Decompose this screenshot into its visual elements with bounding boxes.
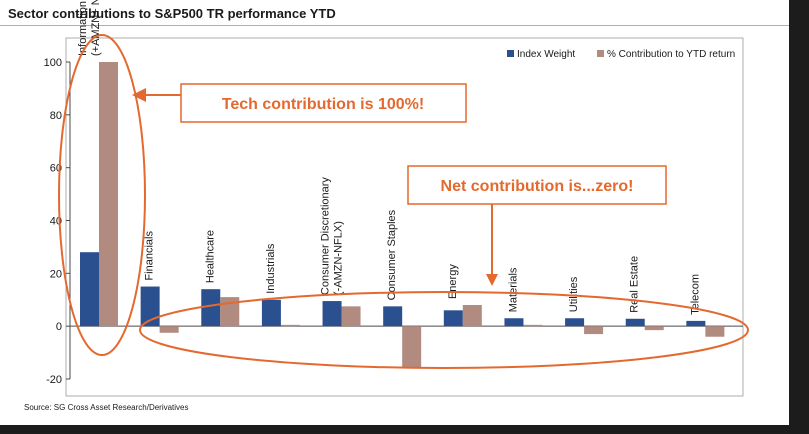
legend: Index Weight % Contribution to YTD retur… <box>507 49 735 60</box>
category-label: Healthcare <box>204 230 216 283</box>
net-callout-arrowhead <box>486 274 498 286</box>
bar-index-weight <box>686 320 706 327</box>
bar-contribution <box>280 324 300 327</box>
category-label: Utilities <box>568 276 580 312</box>
bar-index-weight <box>80 252 99 327</box>
category-label: Real Estate <box>629 256 641 313</box>
plot-border <box>65 37 744 397</box>
bars <box>80 62 725 369</box>
category-label: Consumer Discretionary(-AMZN-NFLX) <box>320 177 345 295</box>
bar-index-weight <box>383 306 403 327</box>
bar-contribution <box>462 305 482 327</box>
bar-contribution <box>341 306 361 327</box>
category-labels: Information Technology(+AMZN+ NFLX) Finan… <box>77 0 701 315</box>
legend-label-contribution: % Contribution to YTD return <box>607 49 735 60</box>
tech-callout-text: Tech contribution is 100%! <box>222 96 424 113</box>
bar-index-weight <box>443 310 463 327</box>
bar-contribution <box>159 326 179 333</box>
y-tick-label: -20 <box>46 374 62 386</box>
bar-index-weight <box>565 318 585 327</box>
category-label: Energy <box>447 264 459 299</box>
others-highlight-ellipse <box>139 291 749 369</box>
bar-contribution <box>523 324 543 327</box>
bar-contribution <box>99 62 118 327</box>
category-label: Consumer Staples <box>386 209 398 300</box>
net-callout-box <box>407 165 667 205</box>
bar-index-weight <box>504 318 524 327</box>
category-label: Industrials <box>265 243 277 294</box>
chart-frame: Sector contributions to S&P500 TR perfor… <box>0 0 789 425</box>
title-divider <box>0 25 789 26</box>
y-tick-label: 80 <box>50 110 62 122</box>
source-note: Source: SG Cross Asset Research/Derivati… <box>24 403 189 412</box>
annotations: Tech contribution is 100%! Net contribut… <box>58 34 749 369</box>
category-label: Materials <box>507 267 519 312</box>
chart-title: Sector contributions to S&P500 TR perfor… <box>8 6 336 21</box>
bar-contribution <box>584 326 604 335</box>
net-callout-text: Net contribution is...zero! <box>441 178 634 195</box>
bar-index-weight <box>201 289 221 327</box>
bar-contribution <box>644 326 664 331</box>
category-label: Information Technology(+AMZN+ NFLX) <box>77 0 102 56</box>
bar-index-weight <box>140 286 160 327</box>
y-tick-label: 0 <box>56 321 62 333</box>
tech-callout-arrowhead <box>132 88 146 102</box>
tech-highlight-ellipse <box>58 34 146 356</box>
legend-label-index-weight: Index Weight <box>517 49 575 60</box>
bar-index-weight <box>625 318 645 327</box>
tech-callout-box <box>180 83 467 123</box>
category-label: Financials <box>144 231 156 281</box>
legend-swatch-index-weight <box>507 50 514 57</box>
bar-index-weight <box>261 299 281 327</box>
y-tick-label: 20 <box>50 268 62 280</box>
legend-swatch-contribution <box>597 50 604 57</box>
bar-contribution <box>705 326 725 337</box>
bar-index-weight <box>322 301 342 327</box>
bar-contribution <box>402 326 422 369</box>
y-tick-label: 100 <box>44 57 62 69</box>
category-label: Telecom <box>689 274 701 315</box>
